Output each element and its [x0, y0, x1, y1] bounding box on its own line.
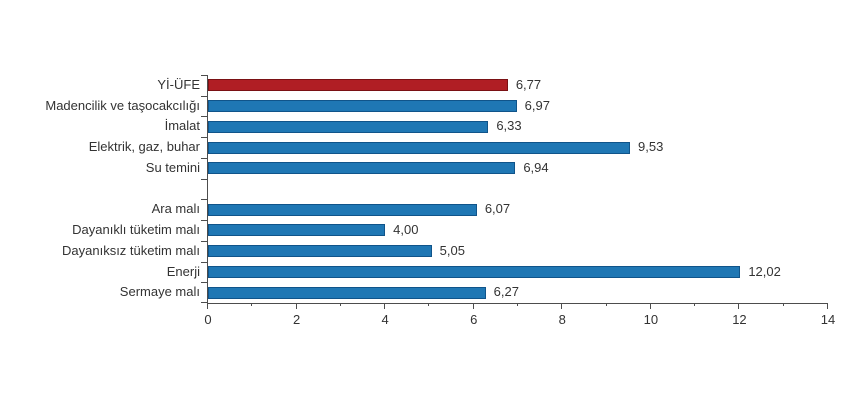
y-axis-tick [201, 261, 207, 263]
plot-area: 6,77 6,97 6,33 9,53 6,94 6,07 4,00 5,05 12,02 6,2… [201, 75, 835, 327]
y-axis-tick [201, 199, 207, 201]
bar [208, 224, 386, 237]
category-label: Enerji [166, 263, 200, 279]
bar [208, 162, 516, 175]
bar [208, 265, 741, 278]
bar-highlight [208, 79, 508, 92]
y-axis-tick [201, 116, 207, 118]
x-axis-minor-tick [428, 303, 430, 306]
category-label: Dayanıklı tüketim malı [72, 222, 200, 238]
value-label: 6,27 [493, 284, 519, 300]
x-axis-tick-label: 4 [381, 312, 389, 327]
x-axis-tick-label: 6 [470, 312, 478, 327]
x-axis-tick-label: 10 [643, 312, 659, 327]
value-label: 6,77 [515, 77, 542, 92]
x-axis-major-tick [827, 303, 828, 309]
value-label: 5,05 [439, 242, 465, 258]
x-axis-major-tick [295, 303, 297, 309]
y-axis-tick [201, 282, 207, 284]
y-axis-tick [201, 75, 207, 76]
bar [208, 141, 631, 154]
x-axis-minor-tick [694, 303, 696, 306]
category-label: İmalat [164, 118, 200, 134]
x-axis-minor-tick [605, 303, 607, 306]
x-axis-major-tick [472, 303, 474, 309]
x-axis-minor-tick [517, 303, 518, 306]
y-axis-tick [201, 95, 207, 97]
category-label: Sermaye malı [119, 284, 200, 300]
x-axis-minor-tick [782, 303, 784, 306]
bar [208, 203, 477, 216]
x-axis-tick-label: 12 [732, 312, 747, 327]
x-axis-major-tick [738, 303, 740, 309]
x-axis-tick-label: 2 [292, 312, 301, 327]
x-axis-minor-tick [251, 303, 253, 306]
category-label: Madencilik ve taşocakcılığı [45, 97, 200, 113]
bar [208, 245, 432, 258]
x-axis-major-tick [207, 303, 208, 309]
value-label: 6,33 [496, 118, 522, 134]
value-label: 9,53 [638, 139, 664, 155]
y-axis-tick [201, 137, 207, 139]
x-axis-major-tick [649, 303, 651, 309]
value-label: 12,02 [748, 263, 781, 279]
value-label: 6,94 [523, 159, 549, 175]
y-axis-tick [201, 302, 207, 303]
y-axis-tick [201, 157, 207, 159]
category-label: Su temini [145, 159, 200, 175]
value-label: 6,97 [524, 97, 550, 113]
y-axis-tick [201, 178, 207, 180]
y-axis-tick [201, 240, 207, 242]
category-axis: Yİ-ÜFE Madencilik ve taşocakcılığı İmalat E… [0, 75, 200, 303]
category-label: Dayanıksız tüketim malı [62, 242, 200, 258]
x-axis-major-tick [384, 303, 386, 309]
category-label: Ara malı [151, 201, 200, 217]
value-label: 4,00 [393, 222, 419, 238]
value-label: 6,07 [484, 201, 511, 217]
x-axis-tick-label: 14 [820, 312, 836, 327]
bar [208, 286, 486, 299]
category-label: Yİ-ÜFE [157, 77, 200, 92]
bar [208, 120, 489, 133]
bar [208, 100, 517, 113]
x-axis-tick-label: 0 [204, 312, 212, 327]
x-axis-tick-label: 8 [558, 312, 566, 327]
x-axis-major-tick [561, 303, 563, 309]
x-axis-minor-tick [339, 303, 341, 306]
category-label: Elektrik, gaz, buhar [88, 139, 200, 155]
y-axis-tick [201, 220, 207, 222]
